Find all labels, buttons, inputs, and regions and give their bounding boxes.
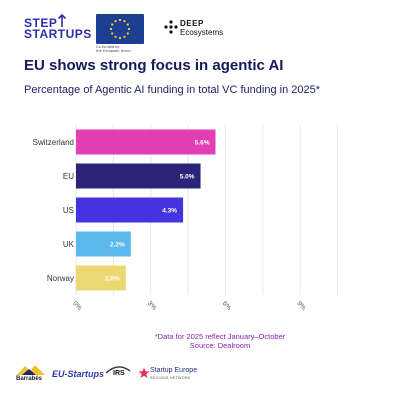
step-logo-line2: STARTUPS xyxy=(24,27,92,41)
data-label: 5.6% xyxy=(195,140,210,147)
data-label: 2.0% xyxy=(105,276,120,283)
eu-caption-line1: Co-funded by xyxy=(96,45,120,49)
deep-logo-line2: Ecosystems xyxy=(180,28,224,37)
category-label: US xyxy=(63,206,74,215)
chart-title: EU shows strong focus in agentic AI xyxy=(24,57,284,74)
bar xyxy=(76,197,184,223)
source-note: Source: Dealroom xyxy=(189,341,251,350)
data-label: 4.3% xyxy=(162,208,177,215)
step-startups-logo: STEP STARTUPS xyxy=(24,16,92,41)
eu-star xyxy=(127,27,131,31)
eu-star xyxy=(118,18,122,22)
barrabes-mountain-icon xyxy=(17,365,45,375)
category-label: EU xyxy=(63,172,74,181)
arrow-up-icon xyxy=(57,14,67,27)
x-tick-label: 9% xyxy=(295,300,307,312)
bar xyxy=(76,265,126,291)
eu-caption-line2: the European Union xyxy=(96,49,131,53)
eu-star xyxy=(118,36,122,40)
x-tick-label: 0% xyxy=(71,300,83,312)
deep-ecosystems-icon xyxy=(164,20,178,34)
eu-cofunded-caption: Co-funded by the European Union xyxy=(96,45,148,53)
data-label: 2.2% xyxy=(110,242,125,249)
startup-europe-logo: Startup Europe xyxy=(150,367,198,374)
eu-star xyxy=(126,32,129,35)
eu-star xyxy=(123,20,126,23)
data-label: 5.0% xyxy=(180,174,195,181)
bar-chart: 5.6% 5.0% 4.3% 2.2% 2.0% Switzerland EU US UK No… xyxy=(33,125,339,312)
eu-star xyxy=(126,23,129,26)
chart-subtitle: Percentage of Agentic AI funding in tota… xyxy=(24,84,320,96)
x-tick-labels: 0% 3% 6% 9% xyxy=(71,300,307,312)
bar xyxy=(76,129,216,155)
eu-star xyxy=(123,35,126,38)
category-label: Switzerland xyxy=(33,138,74,147)
bar xyxy=(76,231,131,257)
startup-europe-subtitle: REGIONS NETWORK xyxy=(150,376,191,380)
x-tick-label: 6% xyxy=(221,300,233,312)
barrabes-logo: Barrabés xyxy=(16,376,43,382)
category-label: UK xyxy=(63,240,75,249)
eu-star xyxy=(111,23,114,26)
eu-stars-icon xyxy=(109,18,131,40)
irs-arc-icon xyxy=(105,366,131,374)
bar xyxy=(76,163,201,189)
category-labels: Switzerland EU US UK Norway xyxy=(33,138,75,283)
eu-flag-logo xyxy=(96,14,144,44)
startup-europe-star-icon xyxy=(138,367,150,378)
deep-logo-line1: DEEP xyxy=(180,19,204,28)
irs-logo: IRS xyxy=(113,370,125,377)
eu-star xyxy=(114,20,117,23)
footnote: *Data for 2025 reflect January–October xyxy=(154,332,286,341)
eu-startups-logo: EU-Startups xyxy=(52,369,105,379)
category-label: Norway xyxy=(47,274,74,283)
deep-ecosystems-logo: DEEP Ecosystems xyxy=(180,19,223,37)
bars: 5.6% 5.0% 4.3% 2.2% 2.0% xyxy=(76,129,216,291)
step-logo-line1: STEP xyxy=(24,16,58,30)
x-tick-label: 3% xyxy=(146,300,158,312)
eu-star xyxy=(109,27,113,31)
eu-star xyxy=(111,32,114,35)
eu-star xyxy=(114,35,117,38)
